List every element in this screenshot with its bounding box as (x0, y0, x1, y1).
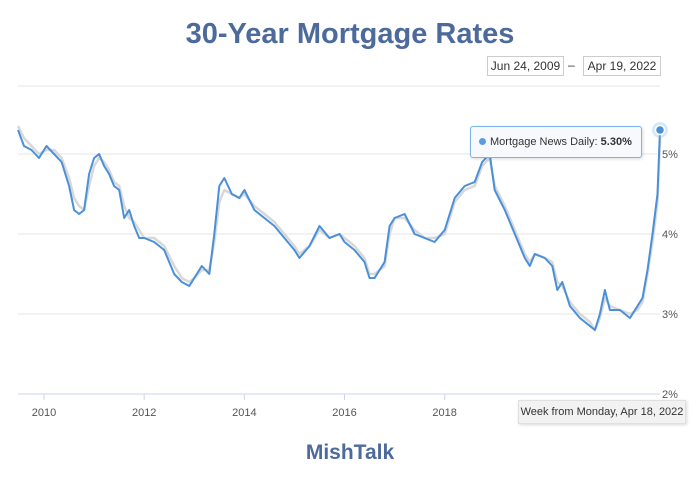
tooltip-series-name: Mortgage News Daily: (490, 136, 601, 148)
x-tick-label: 2018 (432, 407, 456, 419)
x-tick-label: 2016 (332, 407, 356, 419)
hover-point (654, 124, 666, 136)
range-to-input[interactable]: Apr 19, 2022 (583, 56, 661, 76)
range-from-input[interactable]: Jun 24, 2009 (487, 56, 564, 76)
y-axis-labels: 5% 4% 3% 2% (662, 149, 678, 401)
x-tick-label: 2012 (132, 407, 156, 419)
series-lines (16, 125, 662, 332)
x-tick-label: 2014 (232, 407, 256, 419)
y-tick-label: 3% (662, 309, 678, 321)
week-label: Week from Monday, Apr 18, 2022 (518, 400, 686, 424)
brand-label: MishTalk (305, 441, 395, 464)
grid-lines (18, 85, 660, 400)
range-separator: – (568, 58, 575, 72)
series-tooltip: Mortgage News Daily: 5.30% (470, 126, 642, 158)
series-dot-icon (479, 137, 486, 145)
x-axis-labels: 2010 2012 2014 2016 2018 (32, 407, 457, 419)
hover-marker-layer (652, 122, 668, 138)
x-tick-label: 2010 (32, 407, 56, 419)
y-tick-label: 5% (662, 149, 678, 161)
series-line-mortgage-news-daily (17, 129, 661, 331)
chart-title: 30-Year Mortgage Rates (185, 18, 515, 50)
y-tick-label: 4% (662, 229, 678, 241)
y-tick-label: 2% (662, 389, 678, 401)
tooltip-value: 5.30% (600, 136, 632, 148)
